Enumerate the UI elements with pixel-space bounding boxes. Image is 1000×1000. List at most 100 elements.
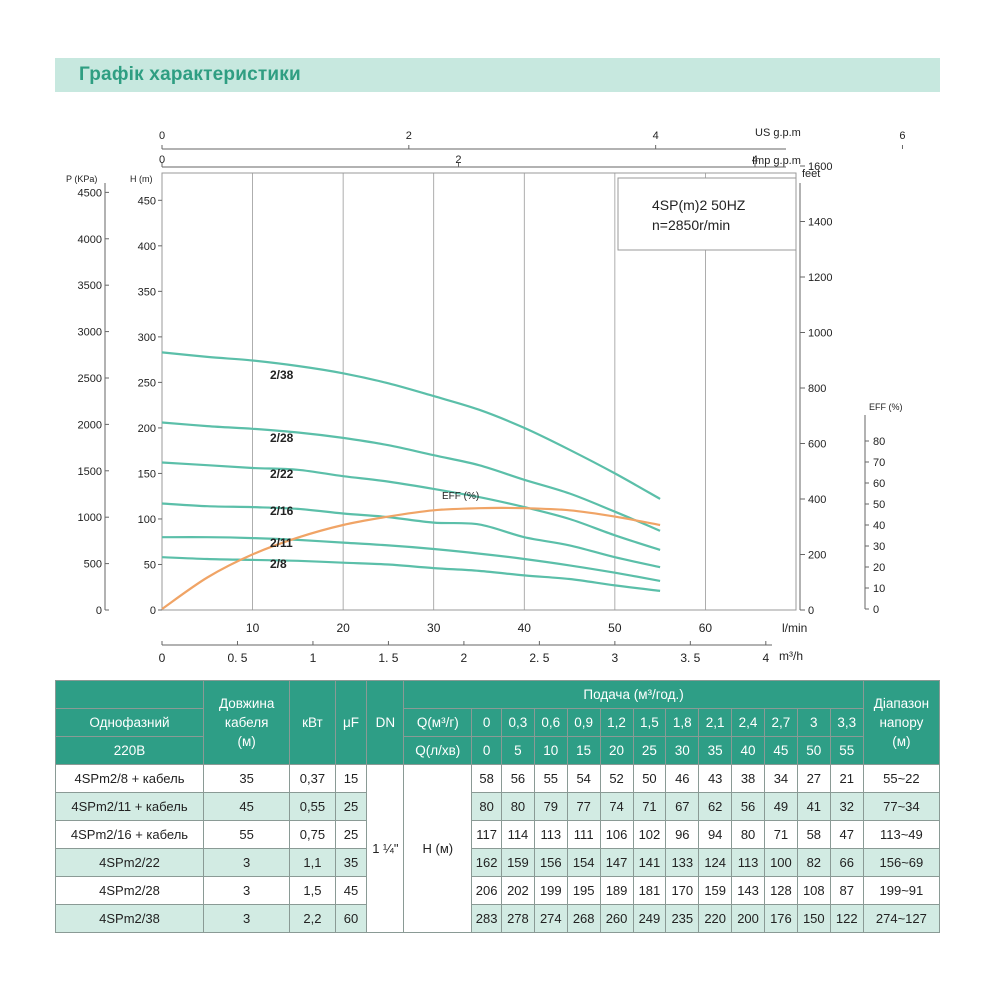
head-tick-label: 50: [144, 559, 156, 571]
cell-head-value: 79: [533, 792, 568, 821]
cell-head-value: 80: [471, 792, 502, 821]
pump-curve-2-22: [161, 461, 661, 551]
pressure-tick-label: 0: [96, 605, 102, 617]
cell-head-value: 199: [533, 876, 568, 905]
cell-head-value: 117: [471, 820, 502, 849]
cell-cable: 45: [202, 792, 291, 821]
m3h-tick-label: 2: [461, 651, 468, 665]
cell-head-value: 71: [632, 792, 667, 821]
cell-head-value: 111: [566, 820, 601, 849]
header-q-lmin: Q(л/хв): [403, 736, 473, 765]
header-q-lmin-value: 30: [665, 736, 700, 765]
header-dn: DN: [366, 680, 405, 765]
cell-range: 55~22: [862, 764, 941, 793]
eff-tick-label: 50: [873, 499, 885, 511]
axis-label-feet: feet: [802, 168, 820, 180]
axis-label-pressure: P (KPa): [66, 174, 97, 184]
header-uf: μF: [334, 680, 368, 765]
axis-label-imp-gpm: Imp g.p.m: [752, 155, 801, 167]
cell-head-value: 128: [764, 876, 798, 905]
cell-uf: 60: [334, 904, 368, 933]
head-tick-label: 250: [138, 377, 156, 389]
cell-head-value: 32: [829, 792, 864, 821]
pump-curve-2-28: [161, 421, 661, 532]
cell-head-value: 67: [665, 792, 700, 821]
header-bar: Графік характеристики: [55, 58, 940, 92]
table-row: 4SPm2/38 3 2,2 60 283 278 274 268 260 249 235 220 20…: [55, 904, 941, 933]
header-q-m3h-value: 3: [796, 708, 831, 737]
header-q-m3h-value: 1,2: [599, 708, 634, 737]
cell-head-value: 34: [764, 764, 798, 793]
table-row: 4SPm2/8 + кабель 35 0,37 15 1 ¼" Н (м) 58 56 55 5…: [55, 764, 941, 933]
pressure-tick-label: 4000: [78, 234, 102, 246]
table-row: 4SPm2/22 3 1,1 35 162 159 156 154 147 141 133 124 11…: [55, 848, 941, 877]
header-q-lmin-value: 45: [764, 736, 798, 765]
series-label-2-11: 2/11: [270, 536, 293, 550]
cell-head-value: 62: [698, 792, 733, 821]
head-tick-label: 100: [138, 514, 156, 526]
header-q-m3h-value: 0,6: [533, 708, 568, 737]
table-header-row-1: Довжина кабеля (м) кВт μF DN Подача (м³/…: [55, 680, 941, 765]
pump-curve-2-38: [161, 351, 661, 500]
cell-head-value: 21: [829, 764, 864, 793]
us-gpm-tick-label: 0: [159, 130, 165, 142]
eff-tick-label: 80: [873, 436, 885, 448]
chart-axes: 0246810121416024681012140501001502002503…: [78, 130, 906, 665]
cell-head-value: 154: [566, 848, 601, 877]
cell-head-value: 56: [731, 792, 765, 821]
head-tick-label: 150: [138, 468, 156, 480]
series-label-2-22: 2/22: [270, 467, 294, 481]
efficiency-curve: [161, 506, 661, 610]
cell-head-value: 220: [698, 904, 733, 933]
cell-range: 156~69: [862, 848, 941, 877]
header-range-line1: Діапазон: [873, 696, 930, 711]
head-tick-label: 450: [138, 195, 156, 207]
head-tick-label: 400: [138, 241, 156, 253]
pressure-tick-label: 3500: [78, 280, 102, 292]
cell-uf: 35: [334, 848, 368, 877]
cell-head-value: 58: [796, 820, 831, 849]
info-box: [617, 177, 797, 251]
cell-head-value: 58: [471, 764, 502, 793]
cell-model: 4SPm2/16 + кабель: [55, 820, 204, 849]
lmin-tick-label: 60: [699, 621, 713, 635]
table-row: 4SPm2/28 3 1,5 45 206 202 199 195 189 181 170 159 14…: [55, 876, 941, 905]
cell-head-value: 141: [632, 848, 667, 877]
cell-head-value: 55: [533, 764, 568, 793]
cell-head-value: 189: [599, 876, 634, 905]
cell-h-label: Н (м): [403, 764, 473, 933]
cell-uf: 15: [334, 764, 368, 793]
cell-head-value: 102: [632, 820, 667, 849]
cell-head-value: 87: [829, 876, 864, 905]
header-cable: Довжина кабеля (м): [202, 680, 291, 765]
cell-head-value: 54: [566, 764, 601, 793]
header-range-line2: напору: [879, 715, 924, 730]
cell-head-value: 74: [599, 792, 634, 821]
spec-table: Довжина кабеля (м) кВт μF DN Подача (м³/…: [55, 680, 941, 933]
cell-head-value: 200: [731, 904, 765, 933]
header-q-lmin-value: 15: [566, 736, 601, 765]
header-range: Діапазон напору (м): [862, 680, 941, 765]
cell-head-value: 108: [796, 876, 831, 905]
head-tick-label: 200: [138, 423, 156, 435]
pressure-tick-label: 3000: [78, 327, 102, 339]
header-q-m3h-value: 3,3: [829, 708, 864, 737]
series-label-2-38: 2/38: [270, 368, 294, 382]
pump-curve-2-11: [161, 536, 661, 582]
header-q-m3h-value: 1,8: [665, 708, 700, 737]
imp-gpm-tick-label: 2: [455, 154, 461, 166]
cell-uf: 25: [334, 792, 368, 821]
pressure-tick-label: 2000: [78, 419, 102, 431]
eff-tick-label: 30: [873, 541, 885, 553]
header-cable-line1: Довжина: [218, 696, 275, 711]
cell-head-value: 268: [566, 904, 601, 933]
cell-head-value: 94: [698, 820, 733, 849]
header-q-lmin-value: 25: [632, 736, 667, 765]
cell-kw: 1,5: [289, 876, 336, 905]
cell-head-value: 50: [632, 764, 667, 793]
header-voltage: 220В: [55, 736, 204, 765]
performance-chart: 0246810121416024681012140501001502002503…: [66, 127, 906, 665]
cell-head-value: 124: [698, 848, 733, 877]
axis-label-head: H (m): [130, 174, 153, 184]
cell-head-value: 66: [829, 848, 864, 877]
